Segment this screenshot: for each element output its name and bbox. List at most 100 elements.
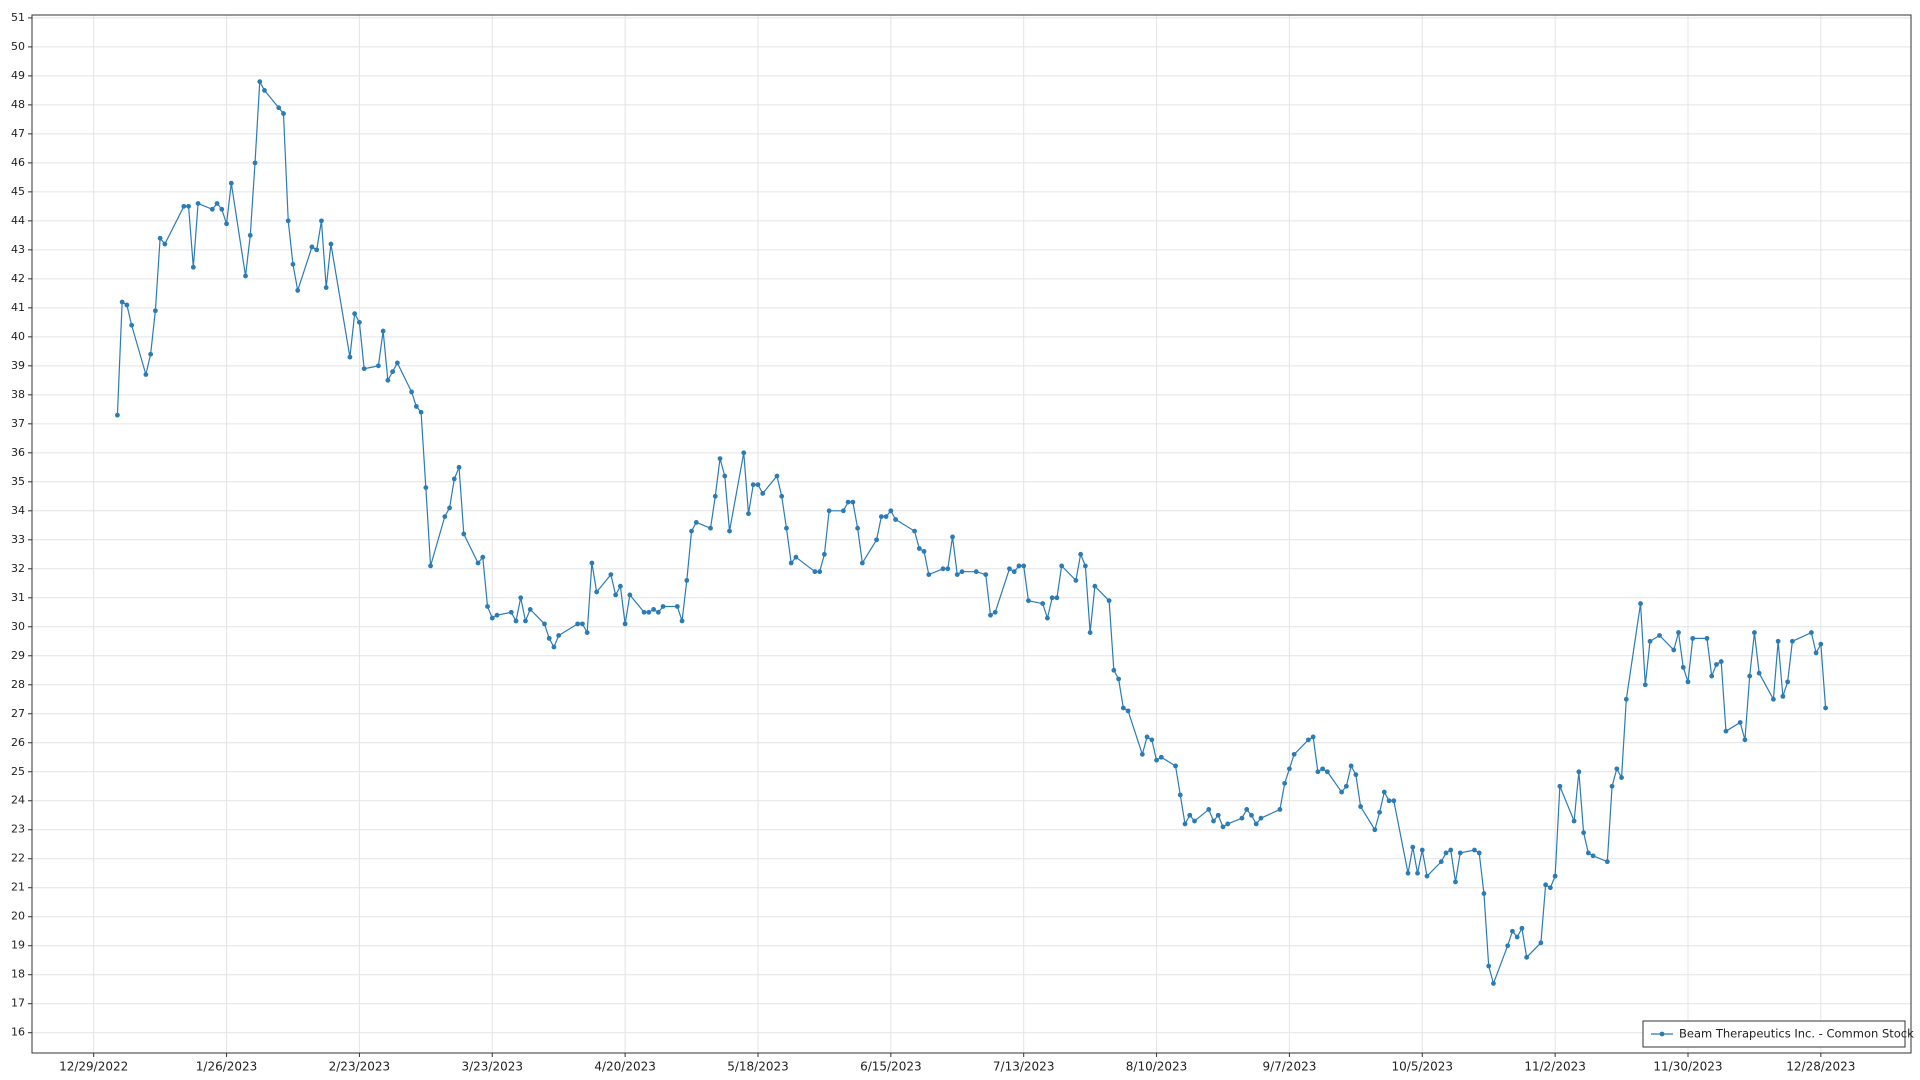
data-point <box>1770 696 1776 702</box>
data-point <box>442 514 448 520</box>
data-point <box>655 609 661 615</box>
data-point <box>1315 769 1321 775</box>
data-point <box>252 160 258 166</box>
y-tick-label: 41 <box>11 301 25 314</box>
data-point <box>893 517 898 522</box>
data-point <box>1277 807 1283 812</box>
data-point <box>1514 934 1520 940</box>
data-point <box>1718 659 1724 664</box>
data-point <box>1405 870 1411 876</box>
data-point <box>219 206 225 212</box>
data-point <box>1808 630 1814 635</box>
data-point <box>840 508 846 514</box>
data-point <box>290 261 296 267</box>
data-point <box>129 322 135 328</box>
data-point <box>1614 766 1620 772</box>
data-point <box>418 409 424 415</box>
y-tick-label: 23 <box>11 823 25 836</box>
data-point <box>874 537 880 543</box>
data-point <box>1714 662 1719 667</box>
data-point <box>1704 635 1710 641</box>
data-point <box>594 589 600 595</box>
data-point <box>1187 812 1193 818</box>
data-point <box>1182 821 1188 827</box>
data-point <box>1239 815 1245 821</box>
data-point <box>1377 809 1382 815</box>
data-point <box>542 621 547 627</box>
data-point <box>926 572 932 577</box>
data-point <box>1016 563 1022 569</box>
data-point <box>1671 647 1677 653</box>
y-tick-label: 39 <box>11 359 25 372</box>
data-point <box>209 206 215 212</box>
data-point <box>741 450 747 456</box>
data-point <box>684 577 690 583</box>
data-point <box>243 273 248 279</box>
data-point <box>1818 641 1824 647</box>
data-point <box>1742 737 1748 743</box>
data-point <box>992 609 998 615</box>
data-point <box>1310 734 1316 740</box>
data-point <box>214 201 220 206</box>
data-point <box>309 244 315 250</box>
data-point <box>508 609 514 615</box>
data-point <box>447 505 452 511</box>
data-point <box>1638 601 1643 606</box>
data-point <box>826 508 832 514</box>
data-point <box>1154 757 1159 763</box>
y-tick-label: 40 <box>11 330 25 343</box>
data-point <box>1021 563 1027 569</box>
data-point <box>1585 850 1591 856</box>
data-point <box>1472 847 1477 853</box>
data-point <box>1571 818 1577 824</box>
data-point <box>195 201 201 206</box>
data-point <box>1642 682 1648 688</box>
data-point <box>480 554 486 560</box>
data-point <box>148 351 154 357</box>
y-tick-label: 34 <box>11 504 25 517</box>
data-point <box>584 630 590 635</box>
plot-border <box>31 14 1912 1054</box>
x-tick-label: 10/5/2023 <box>1392 1060 1454 1074</box>
data-point <box>115 412 120 418</box>
data-point <box>1524 954 1530 960</box>
data-point <box>413 404 419 409</box>
data-point <box>712 493 718 499</box>
data-point <box>1823 705 1828 711</box>
data-point <box>1059 563 1065 569</box>
data-point <box>1372 827 1378 833</box>
data-point <box>954 572 960 577</box>
data-point <box>1623 696 1629 702</box>
x-tick-label: 8/10/2023 <box>1126 1060 1188 1074</box>
data-point <box>143 372 149 377</box>
y-tick-label: 38 <box>11 388 25 401</box>
data-point <box>119 299 125 305</box>
data-point <box>674 604 680 609</box>
data-point <box>276 105 282 111</box>
data-point <box>1139 751 1145 757</box>
data-point <box>983 572 989 577</box>
data-point <box>1386 798 1392 804</box>
y-tick-label: 16 <box>11 1026 25 1039</box>
data-point <box>546 635 552 641</box>
data-point <box>959 569 965 575</box>
y-tick-label: 33 <box>11 533 25 546</box>
y-tick-label: 35 <box>11 475 25 488</box>
data-point <box>513 618 519 624</box>
y-tick-label: 30 <box>11 620 25 633</box>
data-point <box>812 569 818 575</box>
data-point <box>489 615 495 621</box>
data-point <box>859 560 865 566</box>
data-point <box>319 218 324 224</box>
data-point <box>352 311 358 317</box>
data-point <box>693 520 699 525</box>
data-point <box>1082 563 1088 569</box>
data-point <box>247 232 253 238</box>
data-point <box>988 612 993 618</box>
data-point <box>1519 925 1525 931</box>
data-point <box>727 528 732 534</box>
y-tick-label: 44 <box>11 214 25 227</box>
data-point <box>1737 720 1743 725</box>
data-point <box>660 604 666 609</box>
